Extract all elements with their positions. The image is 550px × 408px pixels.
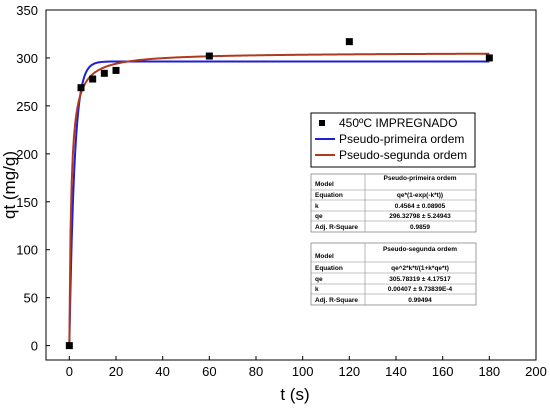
data-point [65,342,73,350]
data-points [65,38,493,350]
axis-ticks: 0 20 40 60 80 100 120 140 160 180 200 0 50 100 150 200 2… [16,3,547,379]
table-cell: Model [315,181,334,188]
stats-table-frame [310,242,477,306]
y-tick-label: 350 [16,3,38,18]
table-cell: 0.9859 [410,224,430,231]
table-cell: Equation [315,192,343,199]
y-tick-label: 250 [16,99,38,114]
table-cell: Pseudo-primeira ordem [384,175,457,182]
table-cell: Equation [315,265,343,272]
data-point [485,54,493,62]
x-tick-label: 80 [249,364,263,379]
stats-table-frame [310,173,477,233]
table-cell: k [315,203,319,210]
data-point [345,38,353,46]
x-axis-title: t (s) [280,385,309,404]
table-cell: 0.99494 [408,297,432,304]
x-tick-label: 200 [525,364,547,379]
table-cell: qe^2*k*t/(1+k*qe*t) [391,264,449,272]
table-cell: qe [315,276,323,283]
y-tick-label: 150 [16,195,38,210]
table-cell: 296.32798 ± 5.24943 [389,213,451,220]
table-cell: 0.00407 ± 9.73839E-4 [388,286,453,293]
table-cell: k [315,286,319,293]
plot-frame [45,9,537,361]
legend: 450ºC IMPREGNADO Pseudo-primeira ordem P… [310,112,476,168]
data-point [89,75,97,83]
table-cell: 305.78319 ± 4.17517 [389,276,451,283]
x-tick-label: 100 [292,364,314,379]
legend-box [310,112,476,168]
legend-label-pso: Pseudo-segunda ordem [339,148,467,162]
x-tick-label: 120 [338,364,360,379]
data-point [100,69,108,77]
data-point [112,66,120,74]
table-cell: Adj. R-Square [315,224,358,231]
data-point [77,84,85,92]
stats-table-pso: Model Pseudo-segunda ordem Equation qe^2… [310,242,477,306]
y-axis-title: qt (mg/g) [0,151,19,219]
fit-curve-pso [68,52,490,346]
legend-label-pfo: Pseudo-primeira ordem [339,132,464,146]
data-point [205,52,213,60]
fit-curve-pfo [68,60,490,346]
x-tick-label: 40 [155,364,169,379]
y-tick-label: 300 [16,51,38,66]
x-tick-label: 160 [432,364,454,379]
table-cell: qe*(1-exp(-k*t)) [397,192,443,199]
table-cell: Pseudo-segunda ordem [383,246,457,253]
x-tick-label: 140 [385,364,407,379]
y-tick-label: 100 [16,243,38,258]
stats-table-pfo: Model Pseudo-primeira ordem Equation qe*… [310,173,477,233]
table-cell: Adj. R-Square [315,297,358,304]
x-tick-label: 20 [109,364,123,379]
table-cell: qe [315,213,323,220]
x-tick-label: 60 [202,364,216,379]
fit-curves [68,52,490,346]
y-tick-label: 200 [16,147,38,162]
table-cell: 0.4564 ± 0.08905 [395,203,446,210]
x-tick-label: 0 [66,364,73,379]
legend-label-points: 450ºC IMPREGNADO [339,116,457,130]
x-tick-label: 180 [478,364,500,379]
legend-marker-points [319,120,325,126]
y-tick-label: 50 [24,291,38,306]
table-cell: Model [315,253,334,260]
y-tick-label: 0 [31,339,38,354]
